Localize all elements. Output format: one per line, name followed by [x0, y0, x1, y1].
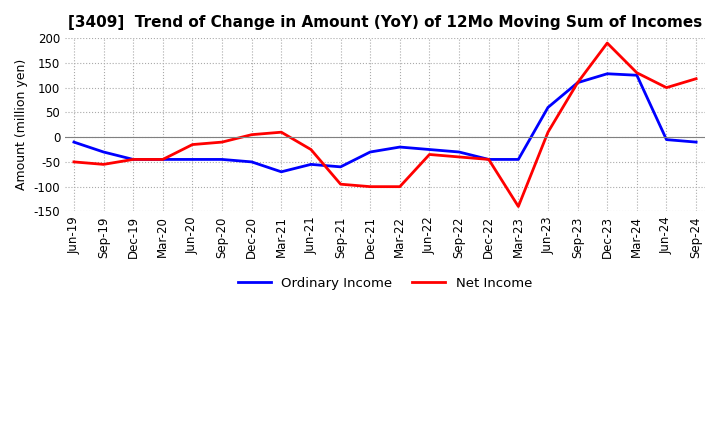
Net Income — [425, 152, 433, 157]
Ordinary Income — [70, 139, 78, 145]
Net Income — [692, 76, 701, 81]
Net Income — [336, 182, 345, 187]
Net Income — [188, 142, 197, 147]
Net Income — [662, 85, 671, 90]
Ordinary Income — [307, 162, 315, 167]
Ordinary Income — [425, 147, 433, 152]
Ordinary Income — [277, 169, 286, 174]
Net Income — [70, 159, 78, 165]
Net Income — [248, 132, 256, 137]
Ordinary Income — [336, 164, 345, 169]
Line: Ordinary Income: Ordinary Income — [74, 74, 696, 172]
Ordinary Income — [544, 105, 552, 110]
Ordinary Income — [248, 159, 256, 165]
Net Income — [395, 184, 404, 189]
Legend: Ordinary Income, Net Income: Ordinary Income, Net Income — [233, 271, 538, 295]
Ordinary Income — [99, 149, 108, 154]
Net Income — [514, 204, 523, 209]
Net Income — [217, 139, 226, 145]
Ordinary Income — [129, 157, 138, 162]
Net Income — [544, 129, 552, 135]
Ordinary Income — [455, 149, 464, 154]
Ordinary Income — [633, 73, 642, 78]
Net Income — [633, 70, 642, 75]
Ordinary Income — [573, 80, 582, 85]
Ordinary Income — [366, 149, 374, 154]
Ordinary Income — [485, 157, 493, 162]
Net Income — [307, 147, 315, 152]
Net Income — [603, 40, 611, 46]
Net Income — [277, 129, 286, 135]
Ordinary Income — [395, 144, 404, 150]
Net Income — [99, 162, 108, 167]
Ordinary Income — [662, 137, 671, 142]
Ordinary Income — [603, 71, 611, 77]
Net Income — [455, 154, 464, 160]
Y-axis label: Amount (million yen): Amount (million yen) — [15, 59, 28, 191]
Line: Net Income: Net Income — [74, 43, 696, 206]
Title: [3409]  Trend of Change in Amount (YoY) of 12Mo Moving Sum of Incomes: [3409] Trend of Change in Amount (YoY) o… — [68, 15, 702, 30]
Net Income — [158, 157, 167, 162]
Net Income — [129, 157, 138, 162]
Ordinary Income — [217, 157, 226, 162]
Ordinary Income — [158, 157, 167, 162]
Net Income — [485, 157, 493, 162]
Ordinary Income — [188, 157, 197, 162]
Ordinary Income — [692, 139, 701, 145]
Net Income — [573, 80, 582, 85]
Net Income — [366, 184, 374, 189]
Ordinary Income — [514, 157, 523, 162]
